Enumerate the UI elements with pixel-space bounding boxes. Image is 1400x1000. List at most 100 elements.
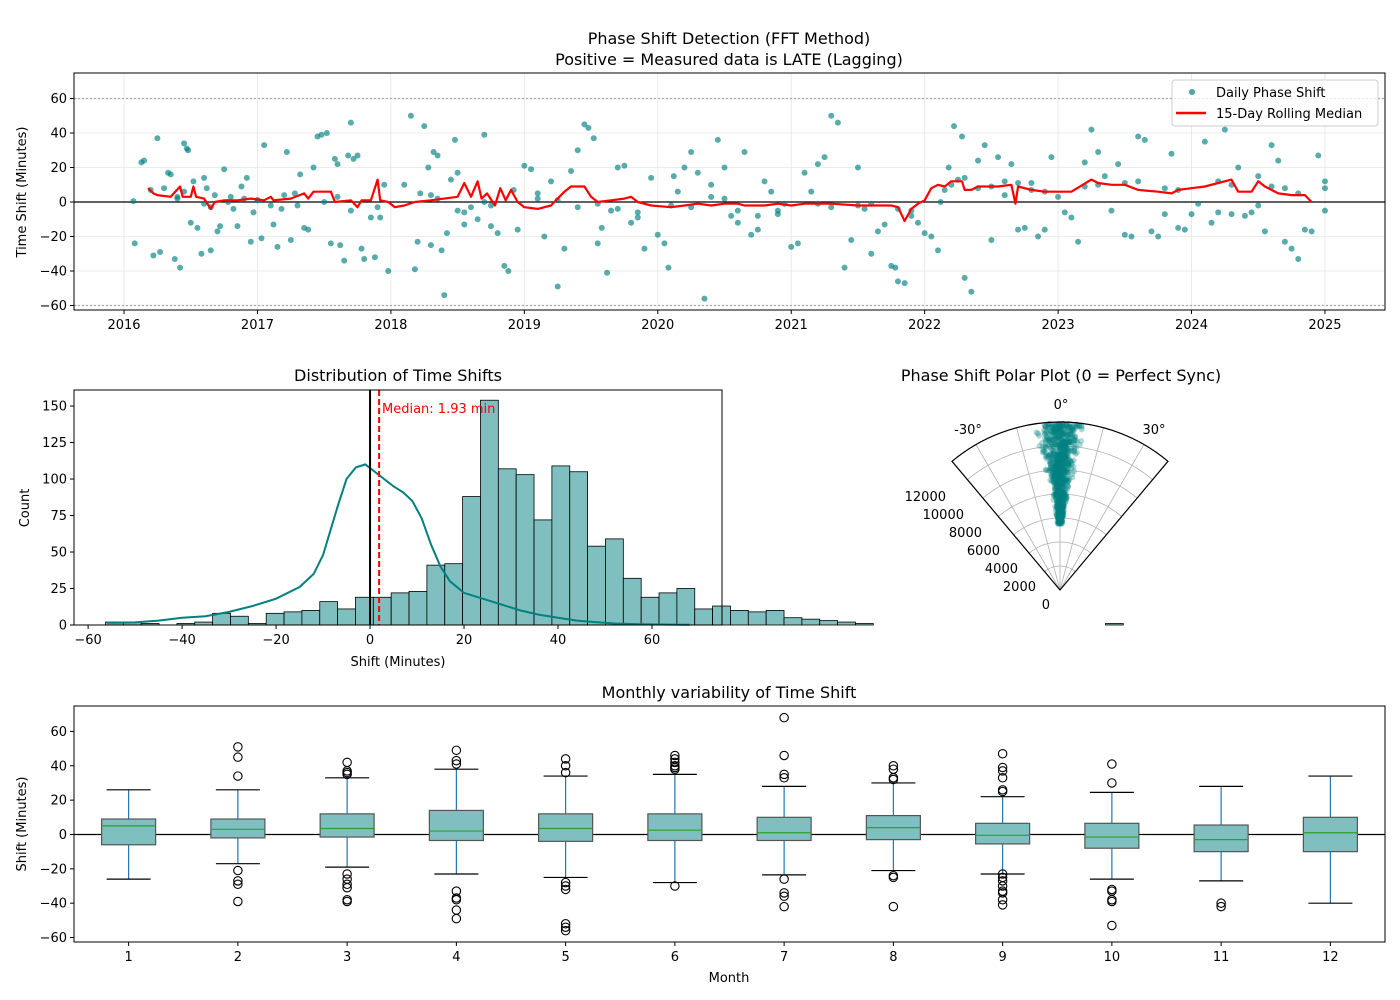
y-tick-label: 50 [50, 546, 67, 561]
polar-point [1059, 495, 1066, 502]
polar-point [1062, 449, 1069, 456]
outlier-point [560, 877, 571, 888]
scatter-point [274, 243, 281, 250]
polar-point [1050, 443, 1057, 450]
scatter-point [1015, 180, 1022, 187]
scatter-point [1255, 202, 1262, 209]
outlier-point [997, 748, 1008, 759]
polar-point [1065, 477, 1072, 484]
polar-point [1064, 430, 1071, 437]
polar-point [1060, 451, 1067, 458]
polar-point [1070, 434, 1077, 441]
x-tick-label: 6 [671, 950, 679, 965]
polar-point [1056, 506, 1063, 513]
y-tick-label: 40 [50, 127, 67, 142]
scatter-point [411, 266, 418, 273]
polar-point [1049, 462, 1056, 469]
histogram-y-label: Count [18, 489, 33, 528]
histogram-bar [747, 611, 767, 626]
scatter-point [968, 288, 975, 295]
polar-point [1062, 494, 1069, 501]
polar-point [1070, 426, 1077, 433]
polar-point [1053, 466, 1060, 473]
polar-point [1042, 453, 1049, 460]
scatter-point [1235, 164, 1242, 171]
outlier-point [779, 712, 789, 723]
polar-point [1056, 464, 1063, 471]
theta-label-neg30: -30° [954, 423, 982, 438]
polar-point [1057, 511, 1064, 518]
polar-point [1051, 468, 1058, 475]
polar-point [1058, 514, 1065, 521]
x-tick-label: 1 [124, 950, 132, 965]
scatter-point [161, 185, 168, 192]
scatter-point [788, 243, 795, 250]
polar-point [1074, 423, 1081, 430]
polar-point [1048, 429, 1055, 436]
timeseries-chart: Phase Shift Detection (FFT Method) Posit… [15, 29, 1386, 333]
polar-point [1055, 494, 1062, 501]
scatter-point [892, 264, 899, 271]
polar-point [1058, 471, 1065, 478]
polar-point [1056, 441, 1063, 448]
timeseries-axes-frame [73, 72, 1386, 311]
polar-point [1056, 513, 1063, 520]
scatter-point [594, 240, 601, 247]
polar-point [1057, 426, 1064, 433]
outlier-point [997, 888, 1008, 898]
polar-point [1058, 484, 1065, 491]
polar-point [1053, 430, 1060, 437]
outlier-point [233, 752, 243, 762]
histogram-bars [105, 399, 1124, 626]
polar-point [1059, 501, 1066, 508]
histogram-bar [569, 471, 589, 626]
polar-point [1064, 474, 1071, 481]
polar-point [1064, 462, 1071, 469]
polar-point [1058, 436, 1065, 443]
histogram-bar [372, 596, 392, 626]
y-tick-label: 25 [50, 582, 67, 597]
polar-point [1055, 421, 1062, 428]
polar-point [1059, 489, 1066, 496]
polar-point [1048, 440, 1055, 447]
polar-point [1055, 470, 1062, 477]
median-annotation: Median: 1.93 min [382, 402, 495, 417]
histogram-bar [301, 610, 321, 626]
scatter-point [310, 164, 317, 171]
polar-point [1058, 502, 1065, 509]
polar-point [1062, 496, 1069, 503]
polar-point [1039, 440, 1046, 447]
x-tick-label: 2021 [775, 318, 808, 333]
scatter-point [1008, 161, 1015, 168]
polar-point [1058, 480, 1065, 487]
histogram-bar [801, 618, 821, 626]
polar-point [1055, 516, 1062, 523]
polar-point [1055, 520, 1062, 527]
scatter-point [1308, 228, 1315, 235]
scatter-point [1135, 133, 1142, 140]
y-tick-label: 60 [50, 92, 67, 107]
polar-point [1063, 444, 1070, 451]
polar-point [1056, 483, 1063, 490]
box-iqr [1193, 824, 1249, 853]
polar-point [1062, 498, 1069, 505]
outlier-point [779, 773, 789, 783]
box-month-4 [428, 745, 484, 924]
polar-point [1062, 448, 1069, 455]
scatter-point [323, 130, 330, 137]
polar-point [1063, 432, 1070, 439]
x-tick-label: 11 [1213, 950, 1230, 965]
y-tick-label: −40 [40, 897, 67, 912]
polar-point [1058, 489, 1065, 496]
polar-point [1059, 488, 1066, 495]
polar-point [1054, 473, 1061, 480]
scatter-point [1255, 173, 1262, 180]
outlier-point [888, 872, 899, 883]
polar-point [1048, 453, 1055, 460]
polar-point [1057, 470, 1064, 477]
polar-point [1060, 438, 1067, 445]
polar-point [1055, 441, 1062, 448]
polar-point [1060, 475, 1067, 482]
histogram-bar [622, 577, 642, 626]
polar-point [1065, 439, 1072, 446]
